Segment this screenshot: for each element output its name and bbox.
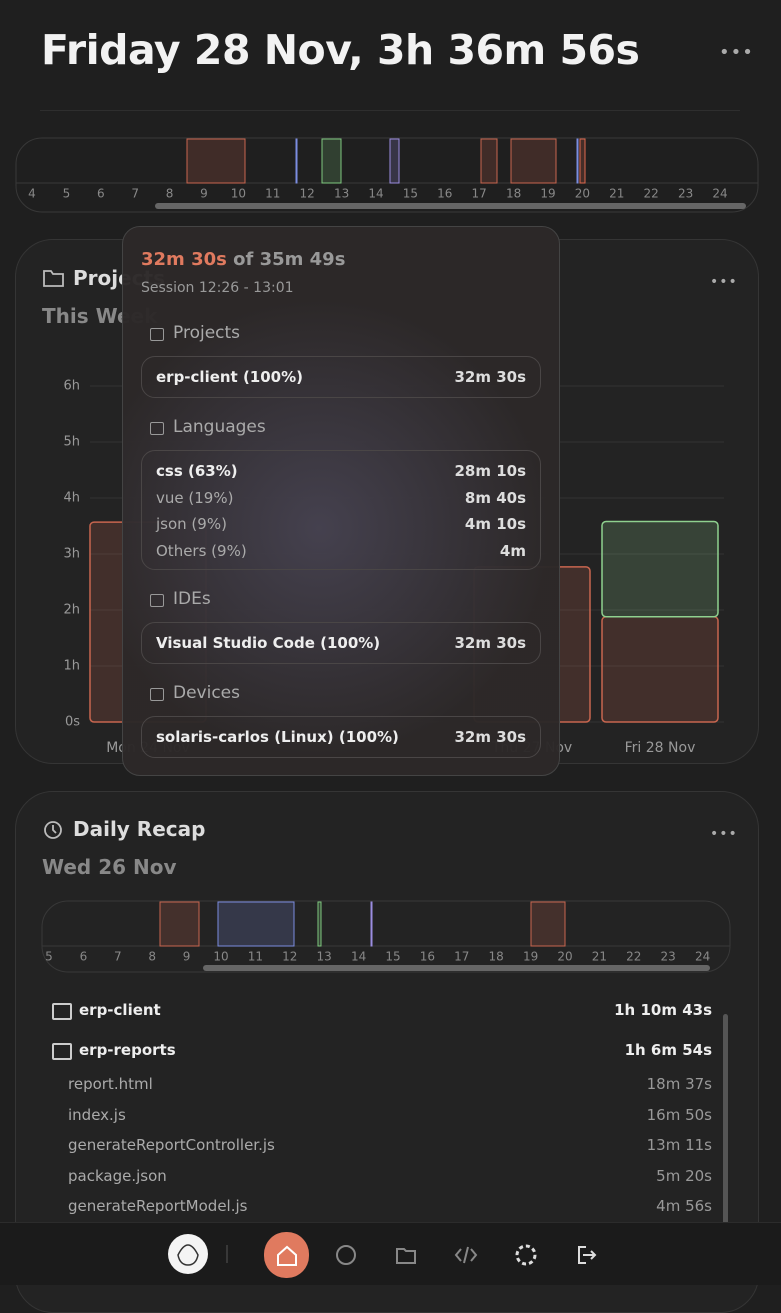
section-icon xyxy=(150,594,164,607)
menu-button[interactable]: ••• xyxy=(710,274,738,290)
row-label: css (63%) xyxy=(156,462,238,480)
row-value: 28m 10s xyxy=(454,462,526,480)
tooltip: 32m 30s of 35m 49s Session 12:26 - 13:01… xyxy=(122,226,560,776)
session: Session 12:26 - 13:01 xyxy=(141,280,294,296)
focus-button[interactable] xyxy=(336,1245,356,1265)
file-time: 16m 50s xyxy=(646,1105,712,1124)
file-name: report.html xyxy=(68,1075,153,1093)
page-title: Friday 28 Nov, 3h 36m 56s xyxy=(41,26,640,74)
row-value: 32m 30s xyxy=(454,634,526,652)
avatar[interactable] xyxy=(168,1234,208,1274)
file-time: 13m 11s xyxy=(646,1136,712,1154)
section-title: IDEs xyxy=(173,589,211,609)
menu-button[interactable]: ••• xyxy=(710,826,738,842)
row-label: json (9%) xyxy=(156,515,227,533)
project-name: erp-reports xyxy=(79,1041,176,1059)
logout-button[interactable] xyxy=(578,1246,597,1264)
row-box: erp-client (100%) 32m 30s xyxy=(141,356,541,398)
project-name: erp-client xyxy=(79,1001,161,1019)
row-value: 32m 30s xyxy=(454,728,526,746)
section-title: Devices xyxy=(173,683,240,703)
file-time: 5m 20s xyxy=(656,1166,712,1185)
section-icon xyxy=(150,328,164,341)
nav-icons xyxy=(168,1232,597,1278)
file-name: generateReportModel.js xyxy=(68,1197,248,1215)
total-time: of 35m 49s xyxy=(233,249,346,270)
file-time: 4m 56s xyxy=(656,1197,712,1215)
row-value: 32m 30s xyxy=(454,368,526,386)
divider xyxy=(40,110,740,111)
section-icon xyxy=(150,688,164,701)
bottom-nav xyxy=(0,1222,781,1285)
row-value: 4m 10s xyxy=(464,515,526,533)
row-value: 8m 40s xyxy=(464,488,526,507)
file-time: 18m 37s xyxy=(646,1075,712,1093)
file-name: package.json xyxy=(68,1166,167,1185)
active-time: 32m 30s xyxy=(141,249,227,270)
folder-icon xyxy=(52,1003,72,1020)
file-name: generateReportController.js xyxy=(68,1136,275,1154)
row-label: erp-client (100%) xyxy=(156,368,304,386)
row-label: Visual Studio Code (100%) xyxy=(156,634,381,652)
avatar-face xyxy=(177,1244,199,1266)
card-title: Daily Recap xyxy=(73,817,206,841)
row-label: Others (9%) xyxy=(156,541,247,560)
recap-list: erp-client 1h 10m 43s erp-reports 1h 6m 54s… xyxy=(52,1001,728,1222)
project-time: 1h 10m 43s xyxy=(614,1001,712,1019)
home-button[interactable] xyxy=(264,1232,309,1278)
row-label: solaris-carlos (Linux) (100%) xyxy=(156,728,399,746)
section-icon xyxy=(150,422,164,435)
row-box: Visual Studio Code (100%) 32m 30s xyxy=(141,622,541,664)
scrollbar xyxy=(723,1014,728,1222)
page: {"header":{"title":"Friday 28 Nov, 3h 36… xyxy=(0,26,781,1313)
languages-button[interactable] xyxy=(454,1246,478,1264)
row-value: 4m xyxy=(499,541,526,560)
row-box: css (63%) 28m 10s vue (19%) 8m 40s json (9%)… xyxy=(141,450,541,570)
row-box: solaris-carlos (Linux) (100%) 32m 30s xyxy=(141,716,541,758)
projects-button[interactable] xyxy=(396,1248,416,1264)
menu-button[interactable]: ••• xyxy=(719,42,754,63)
card-subtitle: Wed 26 Nov xyxy=(42,855,177,879)
section-title: Languages xyxy=(173,417,266,437)
file-name: index.js xyxy=(68,1105,126,1124)
home-icon xyxy=(277,1245,297,1266)
settings-button[interactable] xyxy=(515,1244,537,1266)
project-time: 1h 6m 54s xyxy=(624,1041,712,1059)
section-title: Projects xyxy=(173,323,241,343)
folder-icon xyxy=(52,1043,72,1060)
row-label: vue (19%) xyxy=(156,488,234,507)
